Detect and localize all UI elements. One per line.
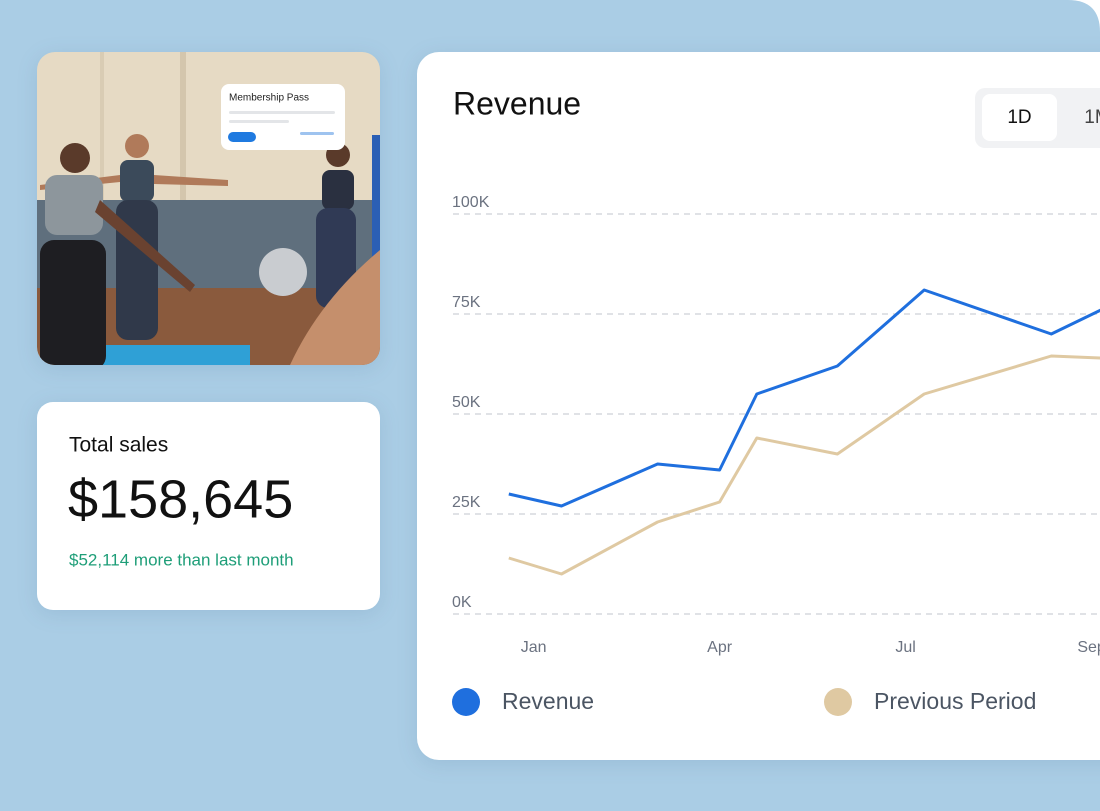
range-button-active[interactable] bbox=[982, 94, 1057, 141]
sales-label: Total sales bbox=[69, 434, 168, 457]
placeholder-line bbox=[229, 111, 335, 114]
legend-swatch bbox=[452, 688, 480, 716]
pillar bbox=[100, 52, 104, 202]
y-tick-label: 100K bbox=[452, 194, 490, 211]
legend-swatch bbox=[824, 688, 852, 716]
sales-card bbox=[37, 402, 380, 610]
chart-card bbox=[417, 52, 1100, 760]
chart-title: Revenue bbox=[453, 85, 581, 121]
series-line bbox=[508, 354, 1100, 576]
people bbox=[40, 134, 380, 365]
x-tick-label: Sep bbox=[1077, 639, 1100, 656]
chart: 1D 1M 0K 25K 50K 75K 100K Jan Apr Jul Sep Revenue Pr… bbox=[452, 94, 1100, 716]
x-tick-label: Jan bbox=[521, 639, 547, 656]
legend-label: Revenue bbox=[502, 688, 594, 714]
sales-value: $158,645 bbox=[68, 469, 293, 529]
sales-card-bg bbox=[37, 402, 380, 610]
range-button-label[interactable]: 1D bbox=[1007, 107, 1031, 128]
membership-title: Membership Pass bbox=[229, 93, 309, 104]
photo-card: Membership Pass bbox=[37, 52, 380, 365]
range-button-label[interactable]: 1M bbox=[1084, 107, 1100, 128]
y-tick-label: 75K bbox=[452, 294, 481, 311]
placeholder-line bbox=[229, 120, 289, 123]
membership-button bbox=[228, 132, 256, 142]
column bbox=[372, 135, 380, 295]
mat bbox=[62, 345, 250, 365]
y-tick-label: 0K bbox=[452, 594, 472, 611]
exercise-ball bbox=[259, 248, 307, 296]
pillar bbox=[180, 52, 186, 202]
x-tick-label: Apr bbox=[707, 639, 733, 656]
placeholder-line bbox=[300, 132, 334, 135]
x-tick-label: Jul bbox=[895, 639, 915, 656]
sales-delta: $52,114 more than last month bbox=[69, 550, 294, 569]
legend-label: Previous Period bbox=[874, 688, 1036, 714]
y-tick-label: 25K bbox=[452, 494, 481, 511]
y-tick-label: 50K bbox=[452, 394, 481, 411]
chart-card-bg bbox=[417, 52, 1100, 760]
series-line bbox=[508, 288, 1100, 508]
